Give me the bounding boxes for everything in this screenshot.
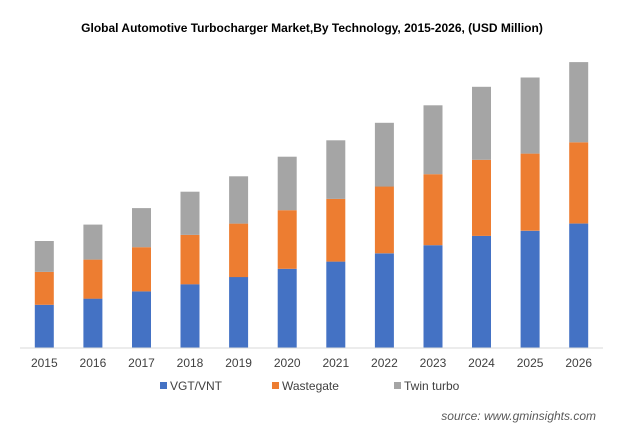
x-tick-label-2019: 2019 — [225, 356, 252, 370]
bar-twin-turbo-2015 — [34, 241, 54, 272]
bar-twin-turbo-2017 — [132, 208, 151, 248]
bar-twin-turbo-2022 — [374, 122, 394, 187]
bar-twin-turbo-2025 — [520, 77, 540, 154]
bar-wastegate-2019 — [229, 223, 249, 278]
legend-swatch-vgt-vnt — [160, 382, 167, 389]
bar-vgt-vnt-2024 — [472, 235, 491, 348]
bar-twin-turbo-2020 — [277, 156, 297, 211]
bar-twin-turbo-2026 — [569, 62, 589, 143]
source-text: source: www.gminsights.com — [441, 409, 596, 423]
x-tick-label-2015: 2015 — [31, 356, 58, 370]
bar-wastegate-2017 — [132, 247, 151, 292]
chart-title: Global Automotive Turbocharger Market,By… — [81, 21, 543, 35]
bar-vgt-vnt-2025 — [520, 230, 540, 348]
bar-vgt-vnt-2017 — [132, 291, 151, 348]
x-tick-label-2016: 2016 — [80, 356, 107, 370]
bar-twin-turbo-2016 — [83, 224, 103, 260]
bar-wastegate-2022 — [374, 186, 394, 254]
legend: VGT/VNT Wastegate Twin turbo — [160, 379, 460, 393]
bar-vgt-vnt-2016 — [83, 298, 103, 348]
bar-vgt-vnt-2020 — [277, 268, 297, 348]
bar-twin-turbo-2023 — [423, 105, 443, 175]
legend-label-vgt-vnt: VGT/VNT — [170, 379, 223, 393]
legend-swatch-wastegate — [272, 382, 279, 389]
x-tick-labels: 2015 2016 2017 2018 2019 2020 2021 2022 2023 2024… — [31, 356, 592, 370]
legend-label-twin-turbo: Twin turbo — [404, 379, 460, 393]
x-tick-label-2026: 2026 — [565, 356, 592, 370]
bar-vgt-vnt-2015 — [34, 304, 54, 348]
bar-wastegate-2026 — [569, 142, 589, 224]
bar-twin-turbo-2024 — [472, 86, 491, 160]
bar-wastegate-2020 — [277, 210, 297, 269]
bar-wastegate-2024 — [472, 159, 491, 236]
bar-wastegate-2021 — [326, 198, 346, 262]
bar-wastegate-2023 — [423, 174, 443, 246]
x-tick-label-2024: 2024 — [468, 356, 495, 370]
bar-wastegate-2016 — [83, 259, 103, 299]
x-tick-label-2021: 2021 — [322, 356, 349, 370]
x-tick-label-2020: 2020 — [274, 356, 301, 370]
x-tick-label-2023: 2023 — [420, 356, 447, 370]
bar-wastegate-2025 — [520, 153, 540, 231]
legend-swatch-twin-turbo — [394, 382, 401, 389]
bar-vgt-vnt-2019 — [229, 277, 249, 348]
bars-group — [34, 62, 589, 348]
bar-vgt-vnt-2018 — [180, 284, 200, 348]
bar-vgt-vnt-2026 — [569, 223, 589, 348]
bar-vgt-vnt-2021 — [326, 261, 346, 348]
bar-twin-turbo-2019 — [229, 176, 249, 224]
bar-twin-turbo-2021 — [326, 140, 346, 199]
x-tick-label-2025: 2025 — [517, 356, 544, 370]
bar-twin-turbo-2018 — [180, 191, 200, 235]
bar-wastegate-2015 — [34, 271, 54, 305]
x-tick-label-2022: 2022 — [371, 356, 398, 370]
x-tick-label-2017: 2017 — [128, 356, 155, 370]
bar-vgt-vnt-2023 — [423, 245, 443, 348]
x-tick-label-2018: 2018 — [177, 356, 204, 370]
legend-label-wastegate: Wastegate — [282, 379, 339, 393]
bar-wastegate-2018 — [180, 234, 200, 285]
bar-vgt-vnt-2022 — [374, 253, 394, 348]
